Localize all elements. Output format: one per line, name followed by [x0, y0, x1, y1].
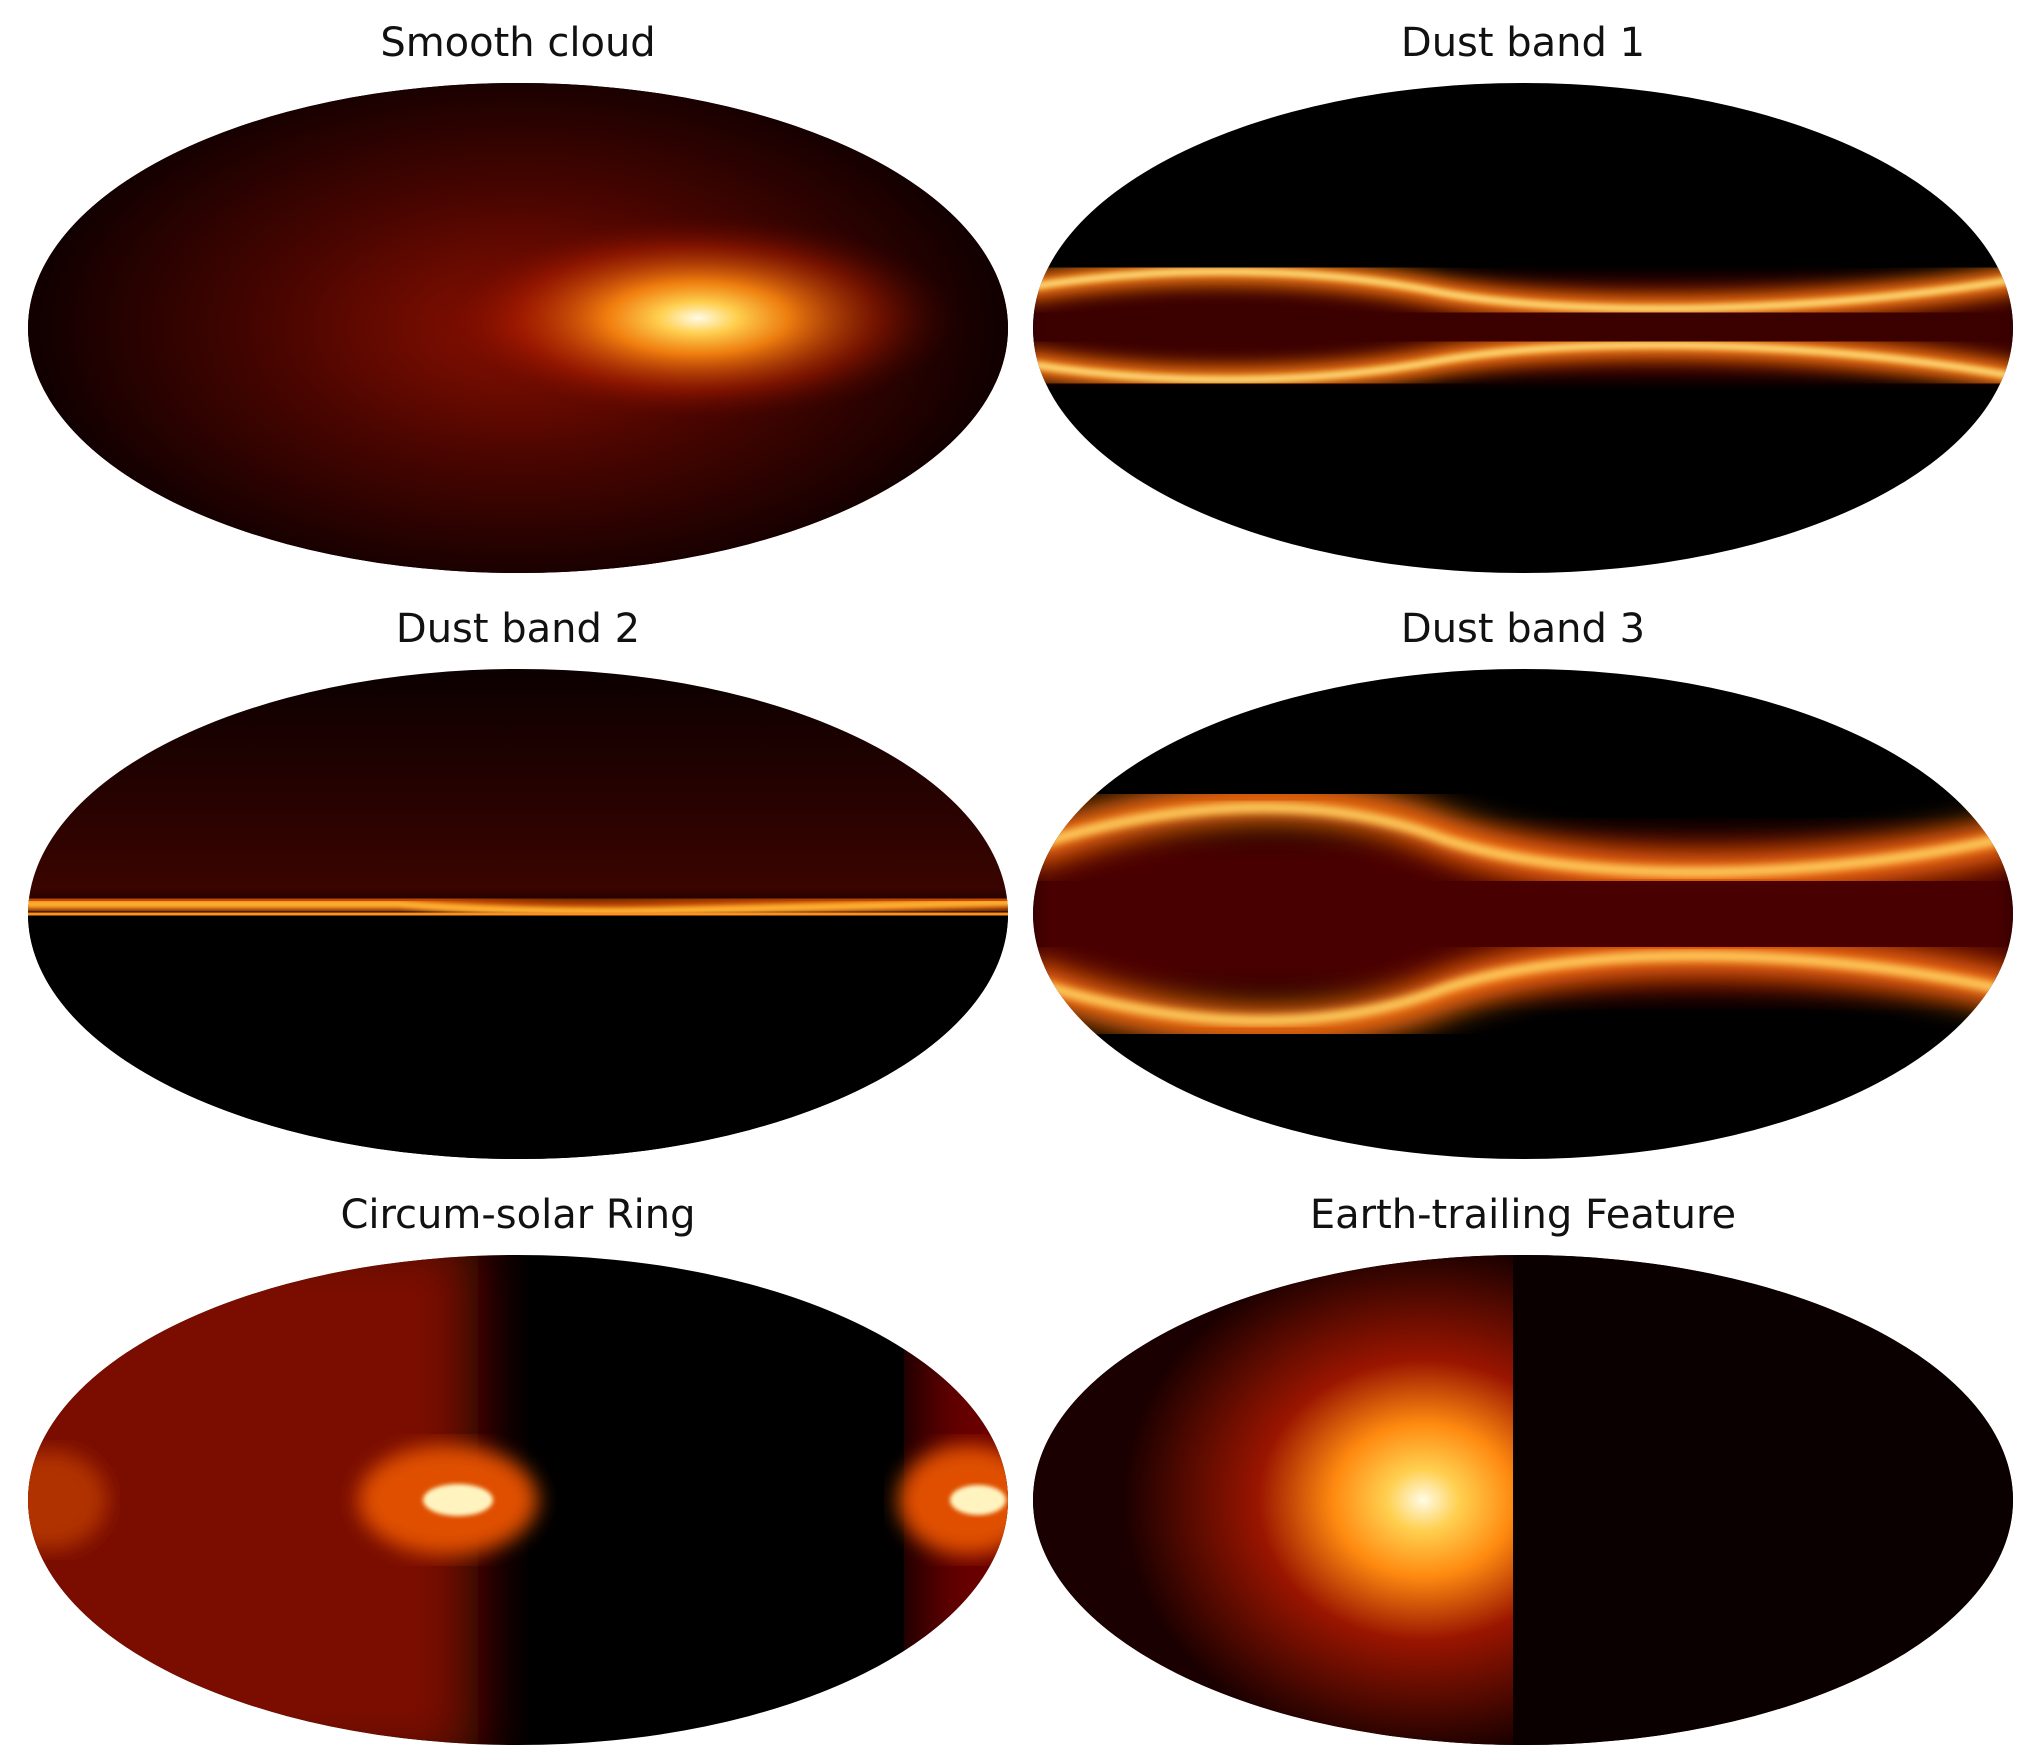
panel-title: Earth-trailing Feature: [1309, 1192, 1737, 1238]
mollweide-map-dust-band-2: [28, 669, 1008, 1159]
mollweide-map-smooth-cloud: [28, 83, 1008, 573]
panel-dust-band-3: Dust band 3: [1023, 604, 2023, 1164]
mollweide-map-circum-solar-ring: [28, 1255, 1008, 1745]
panel-dust-band-2: Dust band 2: [18, 604, 1018, 1164]
panel-title: Dust band 2: [395, 606, 641, 652]
panel-title: Smooth cloud: [380, 20, 656, 66]
mollweide-map-dust-band-1: [1033, 83, 2013, 573]
mollweide-map-earth-trailing-feature: [1033, 1255, 2013, 1745]
panel-title: Dust band 3: [1400, 606, 1646, 652]
panel-title: Dust band 1: [1400, 20, 1646, 66]
panel-dust-band-1: Dust band 1: [1023, 18, 2023, 578]
mollweide-map-dust-band-3: [1033, 669, 2013, 1159]
panel-title: Circum-solar Ring: [340, 1192, 696, 1238]
panel-earth-trailing-feature: Earth-trailing Feature: [1023, 1190, 2023, 1750]
panel-smooth-cloud: Smooth cloud: [18, 18, 1018, 578]
panel-circum-solar-ring: Circum-solar Ring: [18, 1190, 1018, 1750]
